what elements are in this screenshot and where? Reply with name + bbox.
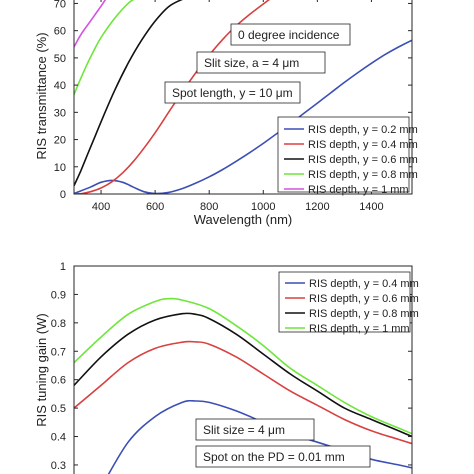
transmittance-legend-label: RIS depth, y = 0.8 mm [308, 169, 418, 181]
tuning-gain-y-axis-title: RIS tuning gain (W) [34, 313, 49, 426]
tuning-gain-y-tick-label: 1 [60, 261, 66, 273]
annotation-spot-length: Spot length, y = 10 μm [164, 81, 301, 104]
annotation-slit-size-bottom-text: Slit size = 4 μm [203, 423, 285, 437]
transmittance-legend-label: RIS depth, y = 0.4 mm [308, 139, 418, 151]
annotation-incidence: 0 degree incidence [230, 23, 351, 46]
transmittance-x-tick-label: 400 [92, 201, 110, 213]
tuning-gain-ticks: 0.3 0.4 0.5 0.6 0.7 0.8 0.9 1 [51, 261, 412, 472]
tuning-gain-y-tick-label: 0.7 [51, 346, 66, 358]
transmittance-ticks: 0 10 20 30 40 50 60 70 400 600 800 1000 1200 1400 [54, 0, 412, 213]
annotation-slit-size-box [196, 51, 326, 74]
transmittance-x-tick-label: 1000 [251, 201, 275, 213]
transmittance-y-tick-label: 20 [54, 135, 66, 147]
transmittance-y-tick-label: 30 [54, 107, 66, 119]
transmittance-y-tick-label: 0 [60, 189, 66, 201]
annotation-spot-pd: Spot on the PD = 0.01 mm [195, 445, 371, 468]
transmittance-series-5-line [74, 0, 107, 48]
tuning-gain-legend-label: RIS depth, y = 0.6 mm [309, 293, 419, 305]
transmittance-legend-label: RIS depth, y = 1 mm [308, 184, 409, 196]
transmittance-series-4-line [74, 0, 135, 95]
tuning-gain-y-tick-label: 0.4 [51, 432, 66, 444]
tuning-gain-y-tick-label: 0.3 [51, 460, 66, 472]
transmittance-y-tick-label: 50 [54, 53, 66, 65]
annotation-spot-length-box [164, 81, 301, 104]
transmittance-y-tick-label: 70 [54, 0, 66, 10]
annotation-slit-size-bottom-box [195, 418, 315, 441]
transmittance-legend-label: RIS depth, y = 0.2 mm [308, 124, 418, 136]
tuning-gain-y-tick-label: 0.8 [51, 318, 66, 330]
annotation-spot-pd-text: Spot on the PD = 0.01 mm [203, 450, 345, 464]
annotation-incidence-box [230, 23, 351, 46]
tuning-gain-y-tick-label: 0.6 [51, 375, 66, 387]
transmittance-y-tick-label: 40 [54, 80, 66, 92]
tuning-gain-legend-label: RIS depth, y = 0.8 mm [309, 308, 419, 320]
annotation-spot-pd-box [195, 445, 371, 468]
tuning-gain-series-2-line [74, 340, 412, 445]
annotation-spot-length-text: Spot length, y = 10 μm [172, 86, 293, 100]
transmittance-chart: 0 10 20 30 40 50 60 70 400 600 800 1000 1200 1400 Wav… [34, 0, 418, 227]
transmittance-legend: RIS depth, y = 0.2 mm RIS depth, y = 0.4 … [277, 116, 418, 196]
tuning-gain-y-tick-label: 0.5 [51, 403, 66, 415]
transmittance-y-tick-label: 60 [54, 26, 66, 38]
transmittance-x-tick-label: 800 [200, 201, 218, 213]
transmittance-legend-entries: RIS depth, y = 0.2 mm RIS depth, y = 0.4 … [284, 124, 418, 196]
transmittance-legend-label: RIS depth, y = 0.6 mm [308, 154, 418, 166]
annotation-slit-size-bottom: Slit size = 4 μm [195, 418, 315, 441]
tuning-gain-series-4-line [74, 297, 412, 435]
annotation-incidence-text: 0 degree incidence [238, 28, 340, 42]
tuning-gain-legend-entries: RIS depth, y = 0.4 mm RIS depth, y = 0.6 … [285, 278, 419, 335]
tuning-gain-legend-label: RIS depth, y = 1 mm [309, 323, 410, 335]
transmittance-x-axis-title: Wavelength (nm) [194, 212, 293, 227]
tuning-gain-legend: RIS depth, y = 0.4 mm RIS depth, y = 0.6 … [278, 271, 419, 335]
tuning-gain-chart: 0.3 0.4 0.5 0.6 0.7 0.8 0.9 1 RIS tuning gain (… [34, 261, 419, 474]
tuning-gain-legend-label: RIS depth, y = 0.4 mm [309, 278, 419, 290]
annotation-slit-size-text: Slit size, a = 4 μm [204, 56, 299, 70]
annotation-slit-size: Slit size, a = 4 μm [196, 51, 326, 74]
transmittance-x-tick-label: 600 [146, 201, 164, 213]
tuning-gain-legend-box [278, 271, 411, 333]
transmittance-series-3-line [74, 0, 183, 187]
tuning-gain-y-tick-label: 0.9 [51, 289, 66, 301]
tuning-gain-series-3-line [74, 312, 412, 438]
transmittance-plot-frame [73, 0, 413, 195]
transmittance-y-tick-label: 10 [54, 162, 66, 174]
transmittance-series-1-line [74, 39, 412, 194]
tuning-gain-plot-frame [73, 265, 413, 474]
transmittance-y-axis-title: RIS transmittance (%) [34, 32, 49, 159]
transmittance-x-tick-label: 1400 [359, 201, 383, 213]
transmittance-x-tick-label: 1200 [305, 201, 329, 213]
